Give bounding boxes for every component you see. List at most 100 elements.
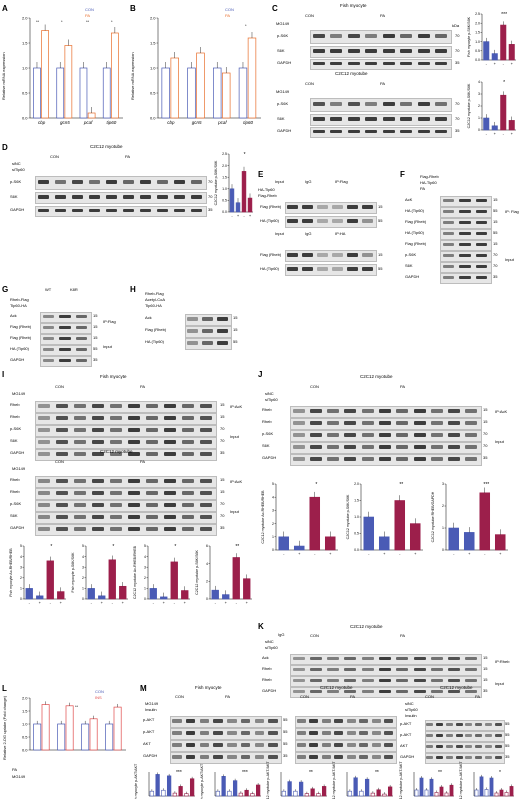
blot-k-0-band xyxy=(327,656,340,661)
blot-f-0-band xyxy=(459,198,471,203)
data-bar xyxy=(304,793,310,797)
y-tick-label: 0.5 xyxy=(222,199,227,203)
x-sign: + xyxy=(298,551,301,556)
blot-c1-ps6k-band xyxy=(382,33,395,39)
data-bar xyxy=(232,780,238,797)
blot-i1-1-band xyxy=(145,416,159,420)
legend-pa: PA xyxy=(85,13,91,18)
blot-c2-ps6k-band xyxy=(417,101,430,107)
y-tick-label: 3 xyxy=(20,565,22,569)
y-tick-label: 0 xyxy=(272,548,274,552)
panel-label-F: F xyxy=(400,170,405,179)
blot-i1-1-band xyxy=(109,416,123,420)
blot-i2-2-band xyxy=(55,503,69,507)
blot-d-gapdh-band xyxy=(88,208,101,213)
blot-d-s6k-band xyxy=(105,195,118,199)
blot-i1-1-band xyxy=(127,416,141,420)
kda: 70 xyxy=(493,263,498,268)
blot-label: S6K xyxy=(10,513,18,518)
blot-m1-2-band xyxy=(254,743,265,747)
blot-g-1-band xyxy=(42,325,55,330)
blot-i1-3-band xyxy=(37,440,51,444)
blot-e-flag2-band xyxy=(347,253,358,257)
blot-i2-3-band xyxy=(91,515,105,519)
blot-n-1-band xyxy=(445,733,453,738)
blot-i2-0-band xyxy=(163,479,177,483)
blot-j-3-band xyxy=(309,445,322,449)
x-tick-label: tip60 xyxy=(243,120,253,125)
panel-i-chart-0: 0 1 2 3 4 5 Fish myocyte Ac-RHEB/RHEB * - + - + xyxy=(9,544,66,605)
blot-i2-1-band xyxy=(145,491,159,495)
data-bar xyxy=(222,72,231,119)
ip-ack-label: IP:AcK xyxy=(230,479,243,484)
blot-i1-2-band xyxy=(181,428,195,432)
blot-c2-s6k-band xyxy=(312,117,325,121)
blot-m1-1-band xyxy=(213,731,223,735)
blot-i1-2-band xyxy=(109,428,123,432)
blot-n-2-band xyxy=(484,744,492,749)
kda: 15 xyxy=(493,241,498,246)
blot-c2-s6k-band xyxy=(382,117,395,121)
blot-label: Ack xyxy=(262,655,269,660)
blot-e-flag2-band xyxy=(302,253,313,257)
kda: 55 xyxy=(493,208,498,213)
blot-i1-4-band xyxy=(127,452,141,456)
input-label: Input xyxy=(103,344,112,349)
kda: 35 xyxy=(220,525,225,530)
blot-g-0-band xyxy=(42,314,55,319)
data-bar xyxy=(215,790,221,797)
blot-i1-0-band xyxy=(55,404,69,408)
data-bar xyxy=(474,789,479,797)
blot-c2-gapdh-band xyxy=(435,129,448,134)
blot-c2-gapdh-band xyxy=(330,129,343,134)
blot-h-1-band xyxy=(202,329,213,333)
y-tick-label: 1 xyxy=(272,535,274,539)
panel-n-chart-1: C2C12 myotube p-AKT/AKT * xyxy=(459,761,514,799)
blot-j-0-band xyxy=(292,409,305,413)
blot-m1-0-band xyxy=(254,719,265,723)
blot-j-3-band xyxy=(430,445,443,449)
data-bar xyxy=(508,44,515,61)
blot-m1-0-band xyxy=(172,719,182,723)
x-tick-label: gcn5 xyxy=(192,120,202,125)
kda: 35 xyxy=(208,207,213,212)
data-bar xyxy=(105,723,114,751)
blot-m1-0-band xyxy=(240,719,251,723)
blot-k-0-band xyxy=(430,656,443,661)
kda: 15 xyxy=(233,315,238,320)
blot-d-s6k-band xyxy=(156,195,169,199)
x-sign: - xyxy=(231,213,233,218)
blot-m1-0 xyxy=(170,716,282,728)
blot-m1-3 xyxy=(170,752,282,764)
col-ipha: IP:HA xyxy=(335,231,346,236)
kda: 70 xyxy=(220,426,225,431)
blot-e-flag2-band xyxy=(332,253,343,257)
blot-i1-4-band xyxy=(109,452,123,456)
data-bar xyxy=(196,52,205,119)
blot-n-0-band xyxy=(484,722,492,727)
blot-c2-ps6k-band xyxy=(365,101,378,107)
data-bar xyxy=(238,792,244,797)
blot-d-s6k-band xyxy=(122,195,135,199)
blot-j-4-band xyxy=(465,457,478,461)
row-ha-tip60: HA-Tip60 xyxy=(420,180,437,185)
blot-label: Flag (Rheb) xyxy=(10,335,32,340)
ip-rheb-label: IP:Rheb xyxy=(495,659,510,664)
blot-j-3-band xyxy=(361,445,374,449)
x-sign: + xyxy=(163,600,166,605)
blot-m1-1-band xyxy=(185,731,196,735)
blot-m1-1-band xyxy=(172,731,182,735)
x-sign: - xyxy=(503,131,505,136)
data-bar xyxy=(359,790,364,797)
y-tick-label: 2.0 xyxy=(475,21,480,25)
x-sign: - xyxy=(486,131,488,136)
blot-k-3-band xyxy=(378,689,392,694)
group-con: CON xyxy=(50,154,59,159)
y-tick-label: 0.5 xyxy=(22,734,28,739)
x-sign: - xyxy=(368,551,370,556)
blot-j-2-band xyxy=(292,433,305,437)
x-sign: - xyxy=(453,551,455,556)
blot-d-s6k-band xyxy=(88,195,101,199)
blot-h-2-band xyxy=(217,341,228,345)
y-tick-label: 4 xyxy=(478,80,480,84)
